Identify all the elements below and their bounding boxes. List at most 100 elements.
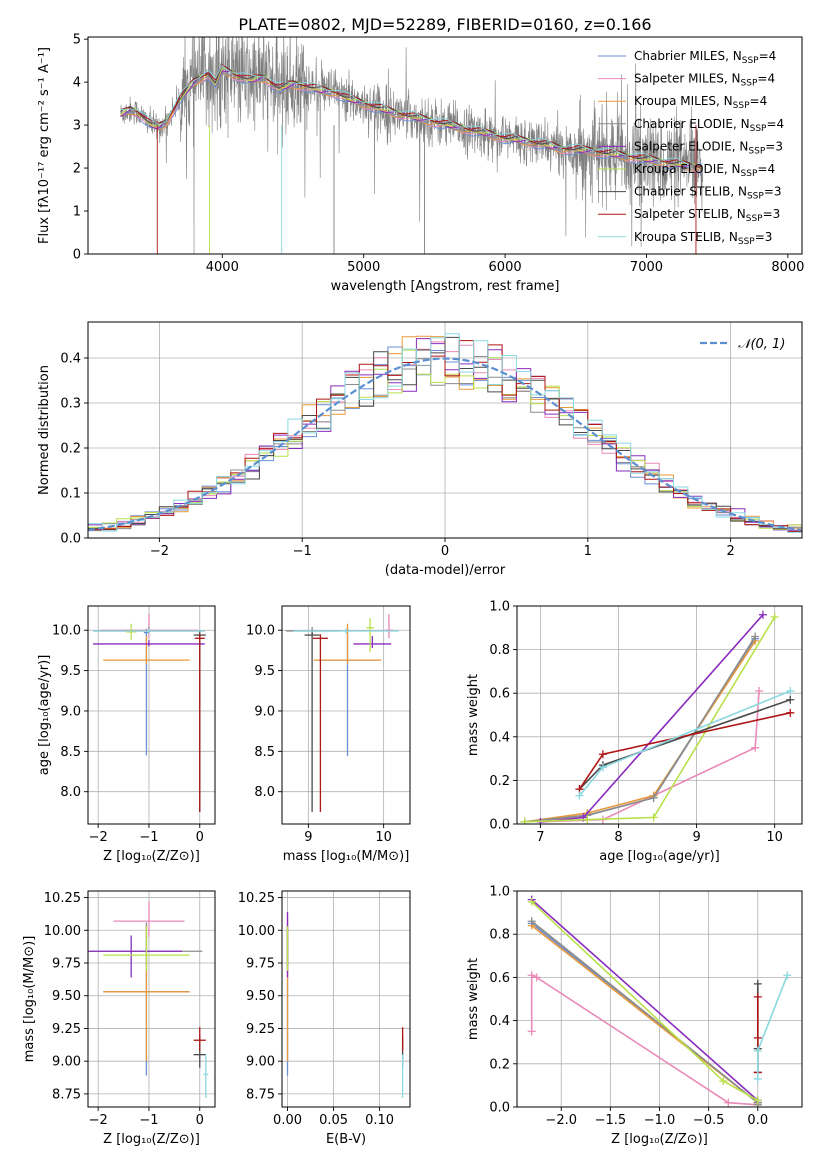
y-tick-label: 0.0 bbox=[60, 532, 81, 547]
data-point-marker bbox=[598, 763, 607, 772]
data-point-marker bbox=[786, 708, 795, 717]
x-tick-label: 9 bbox=[692, 830, 700, 845]
x-tick-label: 7000 bbox=[630, 260, 663, 275]
y-axis-label: age [log₁₀(age/yr)] bbox=[37, 655, 52, 776]
legend-label: Salpeter MILES, NSSP=4 bbox=[634, 72, 775, 89]
y-tick-label: 10.25 bbox=[44, 891, 81, 906]
x-tick-label: 0 bbox=[196, 830, 204, 845]
y-tick-label: 0 bbox=[73, 248, 81, 263]
y-tick-label: 0.8 bbox=[489, 928, 510, 943]
panel-weight_vs_age: 7 8 9 10 0.0 0.2 0.4 0.6 0.8 1.0 age [log₁₀(age/yr… bbox=[466, 600, 803, 864]
x-tick-label: 0.10 bbox=[365, 1113, 394, 1128]
plot-area-weight_vs_age bbox=[520, 610, 795, 824]
x-tick-label: −1 bbox=[293, 544, 312, 559]
figure-title: PLATE=0802, MJD=52289, FIBERID=0160, z=0… bbox=[238, 15, 651, 34]
y-tick-label: 9.5 bbox=[254, 664, 275, 679]
legend-label: 𝒩(0, 1) bbox=[738, 337, 785, 352]
plot-area-residuals bbox=[88, 333, 802, 533]
series-kroupa_elodie bbox=[527, 897, 762, 1105]
x-tick-label: 1 bbox=[584, 544, 592, 559]
y-tick-label: 0.2 bbox=[489, 774, 510, 789]
point-salpeter_miles bbox=[113, 901, 185, 937]
series-line bbox=[531, 899, 759, 1102]
point-salpeter_elodie bbox=[353, 635, 392, 648]
data-point-marker bbox=[753, 1096, 762, 1105]
y-tick-label: 1 bbox=[73, 205, 81, 220]
plot-area-spectrum bbox=[120, 37, 704, 254]
series-salpeter_stelib bbox=[575, 708, 795, 794]
x-tick-label: −1 bbox=[139, 1113, 158, 1128]
y-axis-label: Normed distribution bbox=[37, 365, 52, 495]
x-tick-label: 7 bbox=[536, 830, 544, 845]
y-tick-label: 9.50 bbox=[246, 989, 275, 1004]
data-point-marker bbox=[649, 793, 658, 802]
data-point-marker bbox=[755, 687, 764, 696]
series-salpeter_miles bbox=[527, 971, 762, 1107]
y-tick-label: 0.4 bbox=[489, 730, 510, 745]
x-tick-label: −1.5 bbox=[595, 1113, 627, 1128]
data-point-marker bbox=[598, 750, 607, 759]
x-tick-label: 8000 bbox=[771, 260, 804, 275]
data-point-marker bbox=[753, 1074, 762, 1083]
legend-label: Kroupa STELIB, NSSP=3 bbox=[634, 230, 772, 247]
panel-residuals: −2 −1 0 1 2 0.0 0.1 0.2 0.3 0.4 (data-model)/error… bbox=[37, 321, 803, 578]
histogram-kroupa_stelib bbox=[88, 333, 802, 533]
data-point-marker bbox=[724, 1098, 733, 1107]
point-kroupa_miles bbox=[103, 635, 190, 665]
y-tick-label: 0.2 bbox=[60, 442, 81, 457]
point-kroupa_stelib bbox=[93, 628, 205, 634]
y-tick-label: 3 bbox=[73, 119, 81, 134]
x-axis-label: E(B-V) bbox=[326, 1132, 366, 1147]
legend-label: Chabrier STELIB, NSSP=3 bbox=[634, 185, 782, 202]
point-salpeter_stelib bbox=[194, 634, 205, 812]
data-point-marker bbox=[719, 1077, 728, 1086]
y-tick-label: 4 bbox=[73, 76, 81, 91]
data-point-marker bbox=[527, 1027, 536, 1036]
model-line-kroupa_elodie bbox=[120, 67, 703, 169]
y-tick-label: 2 bbox=[73, 162, 81, 177]
point-chabrier_stelib bbox=[304, 631, 320, 812]
x-axis-label: Z [log₁₀(Z/Z⊙)] bbox=[103, 1132, 200, 1147]
x-axis-label: Z [log₁₀(Z/Z⊙)] bbox=[103, 849, 200, 864]
point-kroupa_elodie bbox=[103, 926, 190, 971]
y-axis-label: mass weight bbox=[466, 674, 481, 756]
x-tick-label: 10 bbox=[766, 830, 783, 845]
series-kroupa_stelib bbox=[753, 971, 792, 1083]
point-salpeter_stelib bbox=[193, 1027, 206, 1051]
y-tick-label: 0.6 bbox=[489, 687, 510, 702]
point-kroupa_stelib bbox=[203, 1054, 209, 1098]
x-tick-label: 9 bbox=[304, 830, 312, 845]
y-tick-label: 9.00 bbox=[52, 1055, 81, 1070]
series-line bbox=[524, 616, 776, 823]
x-tick-label: 0.00 bbox=[273, 1113, 302, 1128]
x-tick-label: −1.0 bbox=[644, 1113, 676, 1128]
point-salpeter_miles bbox=[385, 614, 393, 639]
y-tick-label: 0.1 bbox=[60, 487, 81, 502]
y-tick-label: 0.4 bbox=[60, 352, 81, 367]
y-tick-label: 9.0 bbox=[254, 704, 275, 719]
panel-mass_vs_Z: −2 −1 0 8.75 9.00 9.25 9.50 9.75 10.00 10.25 Z [lo… bbox=[22, 890, 216, 1147]
plot-area-mass_vs_ebv bbox=[286, 911, 404, 1098]
x-tick-label: 4000 bbox=[206, 260, 239, 275]
y-tick-label: 0.4 bbox=[489, 1014, 510, 1029]
x-tick-label: 6000 bbox=[489, 260, 522, 275]
x-axis-label: Z [log₁₀(Z/Z⊙)] bbox=[611, 1132, 708, 1147]
series-line bbox=[524, 636, 756, 823]
point-salpeter_elodie bbox=[93, 639, 205, 647]
data-point-marker bbox=[783, 971, 792, 980]
x-tick-label: 10 bbox=[375, 830, 392, 845]
y-tick-label: 9.0 bbox=[60, 704, 81, 719]
normal-curve bbox=[88, 357, 802, 532]
panel-mass_vs_ebv: 0.00 0.05 0.10 8.75 9.00 9.25 9.50 9.75 10.00 10.… bbox=[238, 890, 411, 1147]
legend-label: Chabrier ELODIE, NSSP=4 bbox=[634, 117, 784, 134]
point-kroupa_elodie bbox=[366, 618, 374, 653]
y-tick-label: 8.75 bbox=[52, 1087, 81, 1102]
series-kroupa_stelib bbox=[575, 687, 795, 800]
data-point-marker bbox=[649, 813, 658, 822]
x-tick-label: −2 bbox=[150, 544, 169, 559]
x-tick-label: 5000 bbox=[347, 260, 380, 275]
point-salpeter_stelib bbox=[312, 634, 328, 812]
x-axis-label: age [log₁₀(age/yr)] bbox=[599, 849, 720, 864]
x-axis-label: mass [log₁₀(M/M⊙)] bbox=[283, 849, 410, 864]
